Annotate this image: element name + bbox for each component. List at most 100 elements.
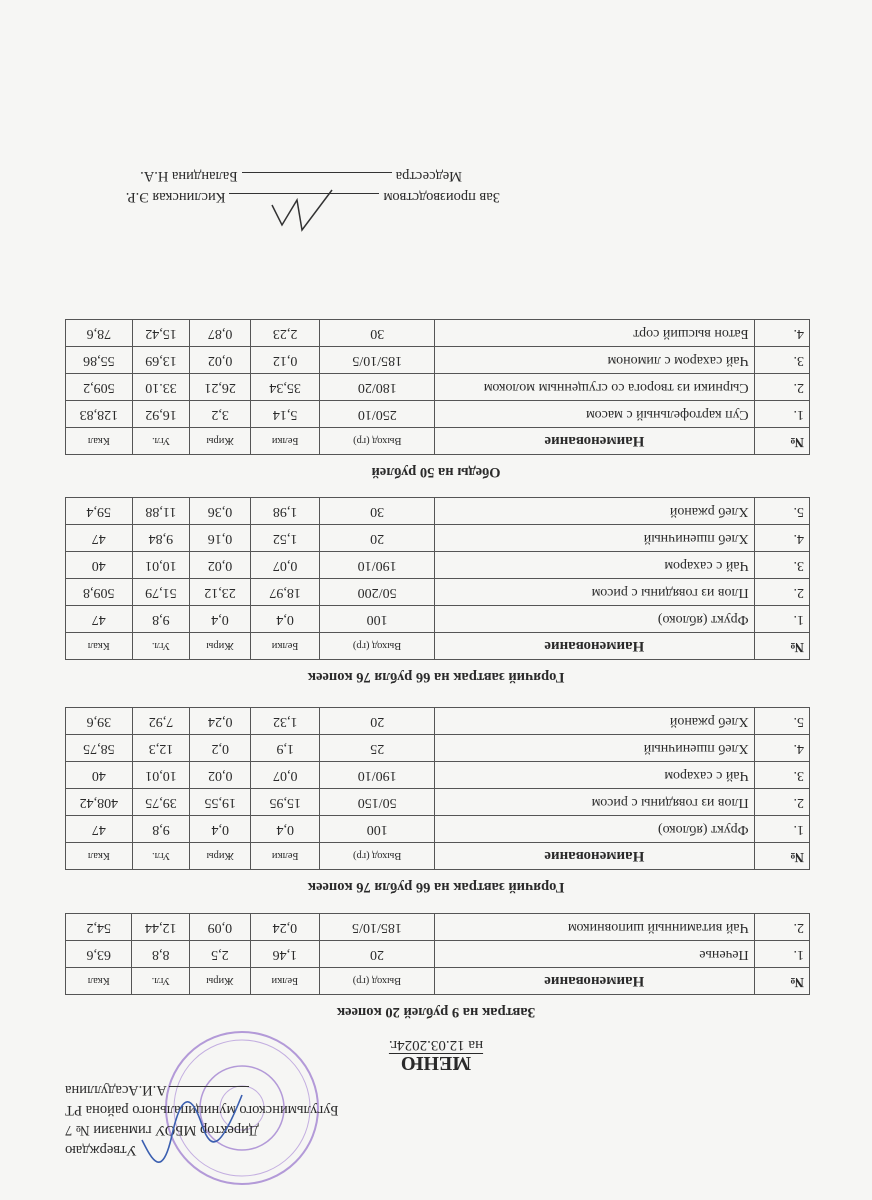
cell-name: Батон высший сорт — [434, 319, 755, 347]
cell-kcal: 78,6 — [65, 319, 133, 347]
cell-fat: 2,5 — [189, 940, 251, 968]
cell-name: Хлеб ржаной — [434, 497, 755, 525]
menu-table-hot-breakfast-1: № Наименование Выход (гр) Белки Жиры Угл. Ккал… — [65, 707, 810, 870]
column-header-no: № — [754, 632, 810, 660]
cell-carbs: 39,75 — [132, 788, 190, 816]
cell-kcal: 47 — [65, 524, 133, 552]
cell-fat: 0,4 — [189, 815, 251, 843]
cell-no: 3. — [754, 346, 810, 374]
cell-no: 1. — [754, 940, 810, 968]
cell-name: Хлеб ржаной — [434, 707, 755, 735]
column-header-fat: Жиры — [189, 427, 251, 455]
cell-fat: 19,55 — [189, 788, 251, 816]
section-title: Обеды на 50 рублей — [371, 464, 501, 480]
cell-name: Сырники из творога со сгущенным молоком — [434, 373, 755, 401]
cell-protein: 0,12 — [250, 346, 320, 374]
table-row: 1. Фрукт (яблоко) 100 0,4 0,4 9,8 47 — [65, 815, 810, 843]
cell-kcal: 408,42 — [65, 788, 133, 816]
cell-protein: 0,07 — [250, 761, 320, 789]
cell-fat: 0,4 — [189, 605, 251, 633]
production-name: Кислинская Э.Р. — [125, 189, 226, 205]
cell-carbs: 10,01 — [132, 761, 190, 789]
cell-protein: 15,95 — [250, 788, 320, 816]
table-row: 3. Чай сахаром с лимоном 185/10/5 0,12 0,02 1… — [65, 346, 810, 374]
column-header-yield: Выход (гр) — [319, 632, 435, 660]
cell-protein: 0,4 — [250, 815, 320, 843]
cell-yield: 30 — [319, 497, 435, 525]
cell-fat: 3,2 — [189, 400, 251, 428]
cell-carbs: 9,8 — [132, 815, 190, 843]
cell-kcal: 40 — [65, 761, 133, 789]
table-row: 5. Хлеб ржаной 20 1,32 0,24 7,92 39,6 — [65, 707, 810, 735]
table-row: 3. Чай с сахаром 190/10 0,07 0,02 10,01 40 — [65, 761, 810, 789]
table-row: 2. Плов из говядины с рисом 50/150 15,95 19,… — [65, 788, 810, 816]
cell-kcal: 509,8 — [65, 578, 133, 606]
cell-yield: 190/10 — [319, 551, 435, 579]
table-row: 2. Плов из говядины с рисом 50/200 18,97 23,… — [65, 578, 810, 606]
column-header-fat: Жиры — [189, 632, 251, 660]
menu-table-hot-breakfast-2: № Наименование Выход (гр) Белки Жиры Угл. Ккал… — [65, 497, 810, 660]
cell-no: 5. — [754, 707, 810, 735]
table-row: 1. Фрукт (яблоко) 100 0,4 0,4 9,8 47 — [65, 605, 810, 633]
cell-protein: 1,98 — [250, 497, 320, 525]
cell-kcal: 55,86 — [65, 346, 133, 374]
cell-yield: 190/10 — [319, 761, 435, 789]
cell-protein: 1,32 — [250, 707, 320, 735]
table-row: 2. Сырники из творога со сгущенным молоко… — [65, 373, 810, 401]
cell-no: 4. — [754, 319, 810, 347]
cell-name: Фрукт (яблоко) — [434, 605, 755, 633]
cell-protein: 1,52 — [250, 524, 320, 552]
cell-name: Чай витаминный шиповником — [434, 913, 755, 941]
column-header-protein: Белки — [250, 842, 320, 870]
cell-fat: 23,12 — [189, 578, 251, 606]
cell-carbs: 9,8 — [132, 605, 190, 633]
column-header-protein: Белки — [250, 427, 320, 455]
cell-name: Суп картофельный с масом — [434, 400, 755, 428]
cell-yield: 25 — [319, 734, 435, 762]
column-header-kcal: Ккал — [65, 967, 132, 995]
cell-no: 2. — [754, 373, 810, 401]
cell-fat: 0,09 — [189, 913, 251, 941]
column-header-kcal: Ккал — [65, 427, 133, 455]
cell-no: 3. — [754, 551, 810, 579]
table-row: 1. Суп картофельный с масом 250/10 5,14 3,2 1… — [65, 400, 810, 428]
cell-no: 1. — [754, 605, 810, 633]
section-title: Завтрак на 9 рублей 20 копеек — [336, 1004, 536, 1020]
column-header-carbs: Угл. — [132, 842, 190, 870]
cell-yield: 100 — [319, 815, 435, 843]
cell-yield: 20 — [319, 707, 435, 735]
column-header-fat: Жиры — [189, 967, 251, 995]
cell-carbs: 51,79 — [132, 578, 190, 606]
table-row: 4. Батон высший сорт 30 2,23 0,87 15,42 78,6 — [65, 319, 810, 347]
cell-carbs: 7,92 — [132, 707, 190, 735]
column-header-protein: Белки — [250, 632, 320, 660]
cell-name: Фрукт (яблоко) — [434, 815, 755, 843]
table-row: 4. Хлеб пшеничный 20 1,52 0,16 9,84 47 — [65, 524, 810, 552]
cell-kcal: 54,2 — [65, 913, 132, 941]
column-header-no: № — [754, 842, 810, 870]
cell-yield: 185/10/5 — [319, 346, 435, 374]
column-header-kcal: Ккал — [65, 842, 133, 870]
column-header-kcal: Ккал — [65, 632, 133, 660]
cell-kcal: 47 — [65, 605, 133, 633]
cell-protein: 18,97 — [250, 578, 320, 606]
table-row: 2. Чай витаминный шиповником 185/10/5 0,24 0… — [65, 913, 810, 941]
cell-yield: 20 — [319, 940, 435, 968]
cell-fat: 0,36 — [189, 497, 251, 525]
cell-protein: 0,4 — [250, 605, 320, 633]
nurse-name: Баландина Н.А. — [140, 168, 238, 184]
cell-protein: 35,34 — [250, 373, 320, 401]
cell-yield: 50/150 — [319, 788, 435, 816]
section-title: Горячий завтрак на 66 рубля 76 копеек — [307, 879, 565, 895]
cell-protein: 1,46 — [250, 940, 320, 968]
cell-protein: 1,9 — [250, 734, 320, 762]
nurse-signature-row: Медсестра Баландина Н.А. — [140, 167, 462, 184]
column-header-no: № — [754, 967, 810, 995]
cell-protein: 5,14 — [250, 400, 320, 428]
cell-name: Плов из говядины с рисом — [434, 578, 755, 606]
table-row: 3. Чай с сахаром 190/10 0,07 0,02 10,01 40 — [65, 551, 810, 579]
cell-name: Чай с сахаром — [434, 761, 755, 789]
cell-carbs: 8,8 — [131, 940, 190, 968]
cell-protein: 0,24 — [250, 913, 320, 941]
